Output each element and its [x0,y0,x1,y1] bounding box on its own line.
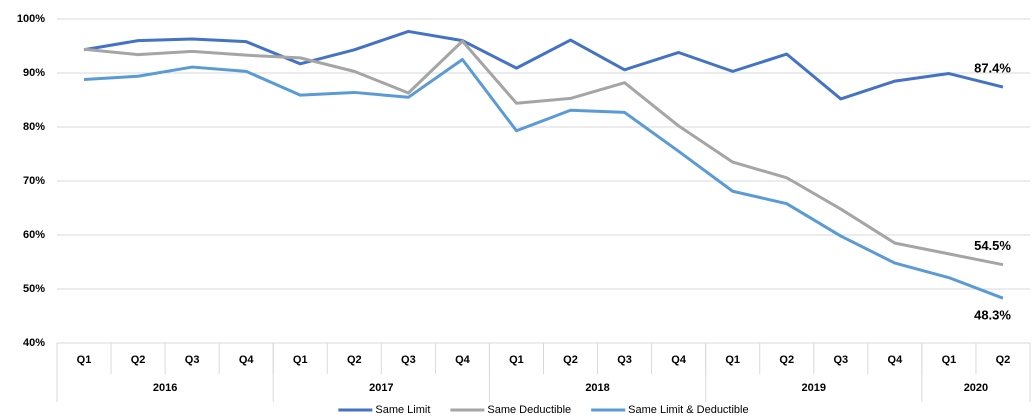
x-tick-label: Q3 [833,354,848,366]
x-tick-label: Q1 [77,354,92,366]
data-label: 48.3% [974,308,1011,323]
legend-label: Same Limit [375,404,430,416]
data-label: 87.4% [974,60,1011,75]
x-tick-label: Q1 [293,354,308,366]
x-tick-label: Q4 [671,354,687,366]
x-tick-label: Q1 [725,354,740,366]
x-tick-label: Q3 [185,354,200,366]
y-tick-label: 60% [23,229,45,241]
y-tick-label: 90% [23,67,45,79]
legend-label: Same Limit & Deductible [628,404,748,416]
x-tick-label: Q3 [617,354,632,366]
series-line [83,39,1004,267]
x-group-label: 2016 [153,382,177,394]
y-tick-label: 50% [23,283,45,295]
x-tick-label: Q4 [239,354,255,366]
x-tick-label: Q4 [455,354,471,366]
x-tick-label: Q2 [996,354,1011,366]
x-group-label: 2017 [369,382,393,394]
data-label: 54.5% [974,238,1011,253]
x-tick-label: Q1 [509,354,524,366]
legend-label: Same Deductible [487,404,571,416]
x-group-label: 2019 [802,382,826,394]
x-group-label: 2018 [585,382,609,394]
x-tick-label: Q2 [563,354,578,366]
x-tick-label: Q4 [888,354,904,366]
y-tick-label: 40% [23,337,45,349]
y-tick-label: 100% [17,13,45,25]
y-tick-label: 80% [23,121,45,133]
series-line [83,29,1004,101]
x-tick-label: Q2 [347,354,362,366]
x-tick-label: Q2 [779,354,794,366]
x-group-label: 2020 [964,382,988,394]
y-tick-label: 70% [23,175,45,187]
x-tick-label: Q3 [401,354,416,366]
series-line [83,58,1004,300]
x-tick-label: Q2 [131,354,146,366]
x-tick-label: Q1 [942,354,957,366]
